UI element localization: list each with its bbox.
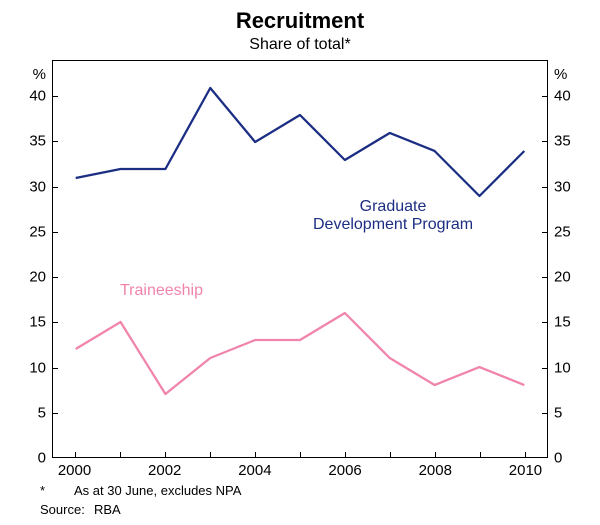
y-tick-right (542, 96, 548, 97)
chart-subtitle: Share of total* (0, 36, 600, 54)
y-tick-right (542, 322, 548, 323)
series-line (76, 88, 525, 196)
y-tick-left (52, 322, 58, 323)
y-tick-left (52, 232, 58, 233)
x-tick (480, 452, 481, 458)
x-axis-tick-label: 2010 (509, 462, 542, 479)
x-tick (75, 452, 76, 458)
y-axis-tick-label-left: 25 (29, 223, 46, 240)
x-tick (300, 452, 301, 458)
source-value: RBA (94, 502, 121, 517)
plot-area (52, 60, 548, 458)
chart-title: Recruitment (0, 8, 600, 34)
x-tick (255, 452, 256, 458)
chart-svg (53, 61, 547, 457)
x-tick (435, 452, 436, 458)
y-tick-left (52, 141, 58, 142)
y-axis-tick-label-right: 35 (554, 133, 571, 150)
y-axis-tick-label-right: 20 (554, 269, 571, 286)
y-axis-tick-label-left: 35 (29, 133, 46, 150)
recruitment-chart: Recruitment Share of total* * As at 30 J… (0, 0, 600, 525)
y-axis-tick-label-left: 40 (29, 88, 46, 105)
y-axis-tick-label-left: 30 (29, 178, 46, 195)
x-axis-tick-label: 2004 (238, 462, 271, 479)
y-tick-left (52, 277, 58, 278)
x-axis-tick-label: 2000 (58, 462, 91, 479)
footnote-text: As at 30 June, excludes NPA (74, 483, 241, 498)
y-axis-tick-label-right: 0 (554, 450, 562, 467)
x-tick (165, 452, 166, 458)
y-axis-tick-label-left: 5 (38, 404, 46, 421)
x-axis-tick-label: 2008 (419, 462, 452, 479)
footnote-asterisk: * (40, 483, 45, 498)
y-tick-right (542, 187, 548, 188)
series-label: GraduateDevelopment Program (313, 198, 473, 234)
y-axis-tick-label-right: 5 (554, 404, 562, 421)
source-label: Source: (40, 502, 85, 517)
y-tick-right (542, 277, 548, 278)
x-tick (210, 452, 211, 458)
x-tick (390, 452, 391, 458)
y-tick-right (542, 141, 548, 142)
y-axis-tick-label-right: 15 (554, 314, 571, 331)
y-axis-unit-right: % (554, 66, 567, 83)
series-line (76, 313, 525, 394)
y-tick-left (52, 368, 58, 369)
x-tick (345, 452, 346, 458)
y-axis-tick-label-right: 30 (554, 178, 571, 195)
y-axis-unit-left: % (33, 66, 46, 83)
y-tick-right (542, 413, 548, 414)
x-axis-tick-label: 2002 (148, 462, 181, 479)
y-axis-tick-label-right: 25 (554, 223, 571, 240)
y-tick-right (542, 232, 548, 233)
y-tick-left (52, 96, 58, 97)
y-axis-tick-label-left: 15 (29, 314, 46, 331)
y-axis-tick-label-left: 0 (38, 450, 46, 467)
x-tick (120, 452, 121, 458)
series-label: Traineeship (120, 282, 203, 300)
y-axis-tick-label-left: 20 (29, 269, 46, 286)
y-axis-tick-label-right: 10 (554, 359, 571, 376)
x-axis-tick-label: 2006 (328, 462, 361, 479)
x-tick (525, 452, 526, 458)
y-tick-right (542, 368, 548, 369)
y-axis-tick-label-right: 40 (554, 88, 571, 105)
y-tick-left (52, 187, 58, 188)
y-tick-left (52, 413, 58, 414)
y-axis-tick-label-left: 10 (29, 359, 46, 376)
